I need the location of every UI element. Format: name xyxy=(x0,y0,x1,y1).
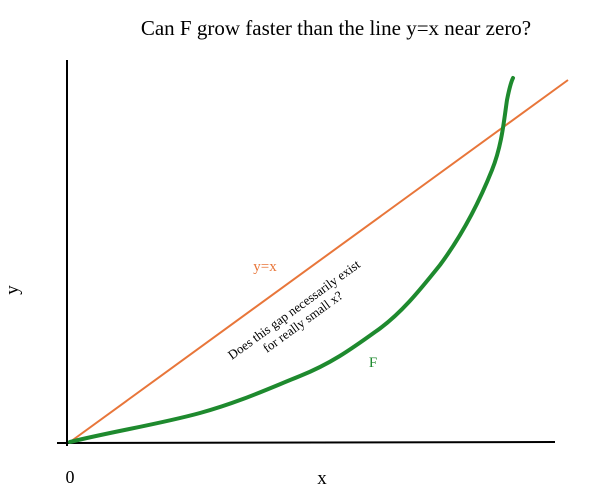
line-y-equals-x xyxy=(69,79,569,443)
curve-f xyxy=(68,76,515,444)
title: Can F grow faster than the line y=x near… xyxy=(141,16,531,40)
line-label: y=x xyxy=(253,259,277,275)
y-label: y xyxy=(2,285,23,295)
x-axis xyxy=(56,441,556,444)
curve-label: F xyxy=(369,355,377,371)
x-label: x xyxy=(317,468,327,489)
origin-label: 0 xyxy=(66,467,75,487)
